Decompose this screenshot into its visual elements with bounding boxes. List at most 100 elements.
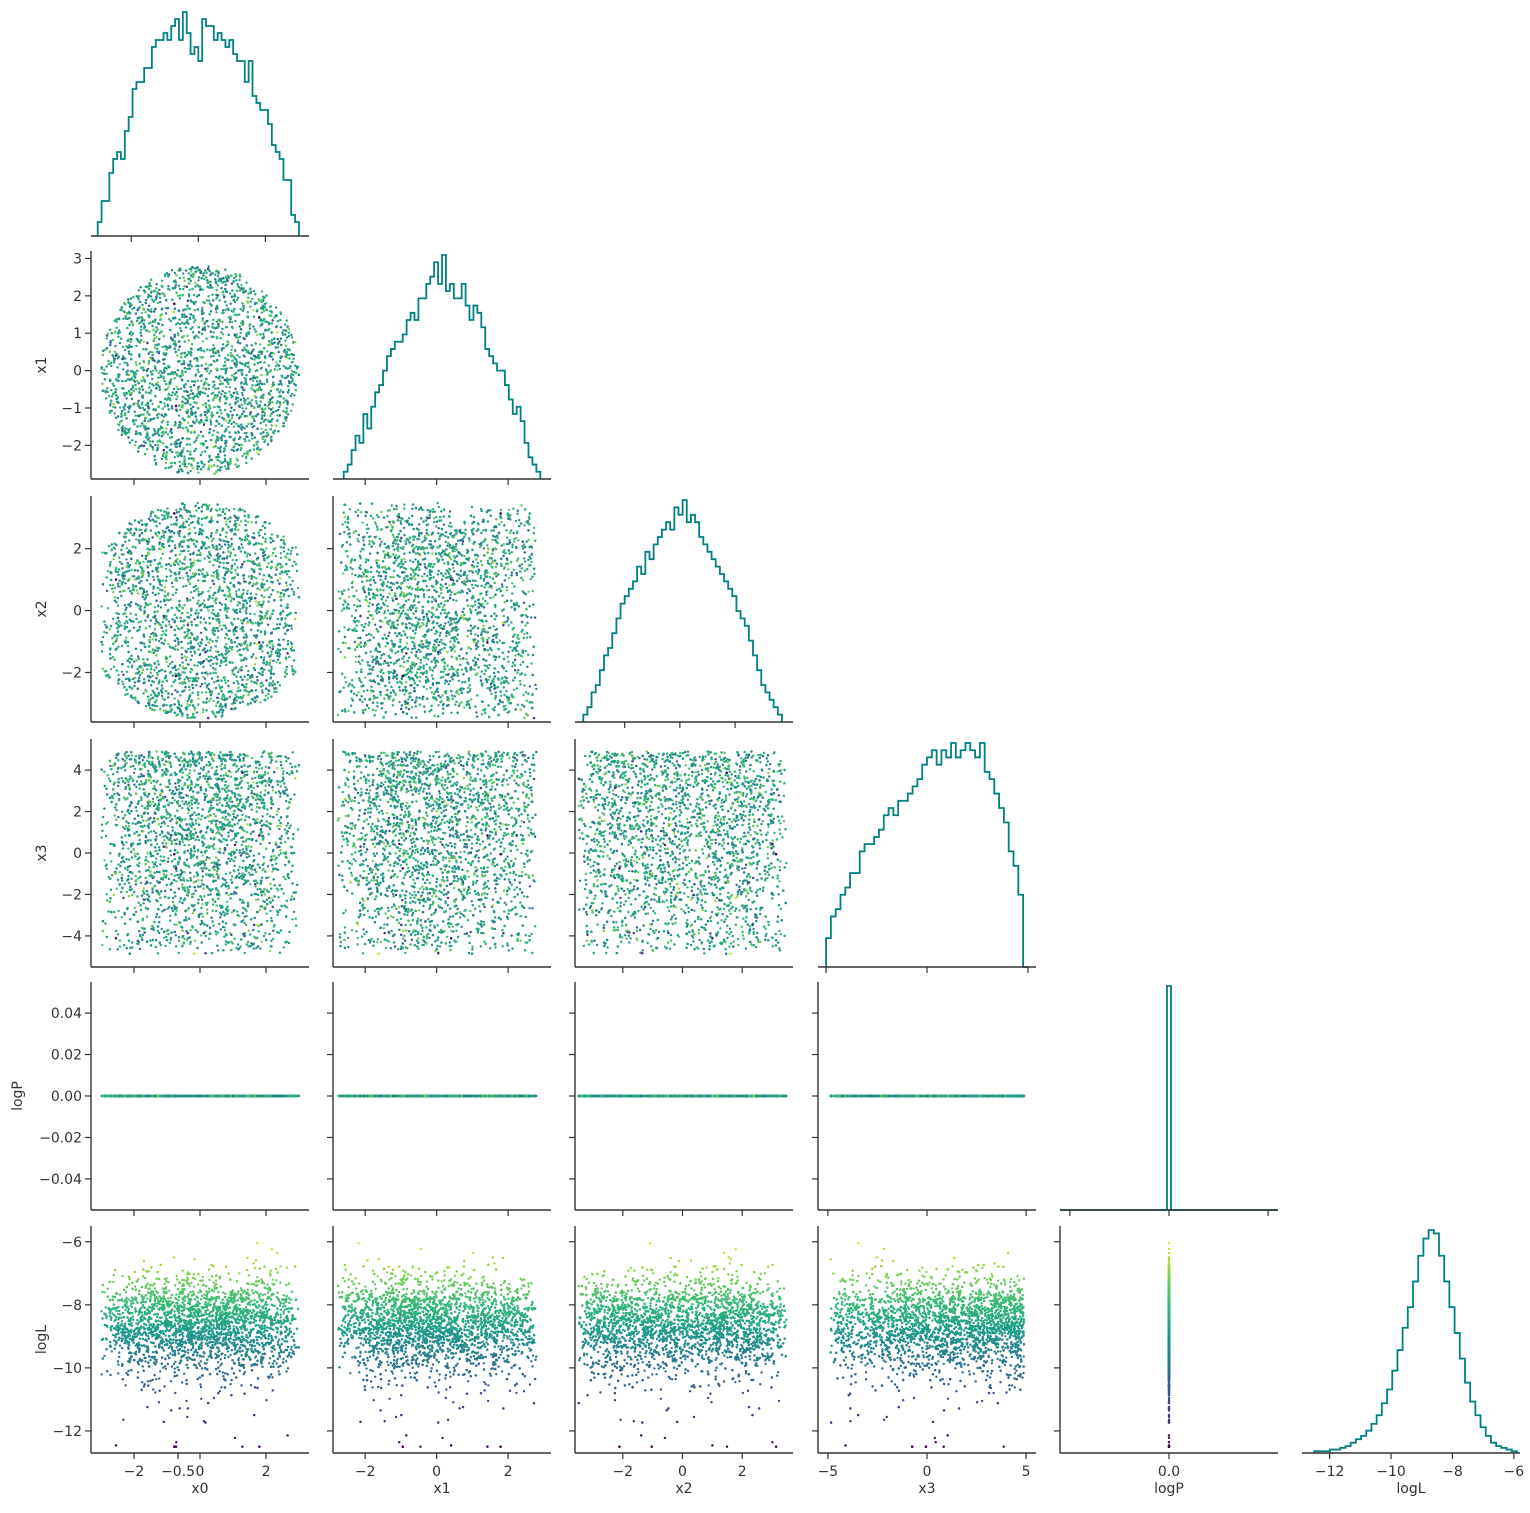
scatter-point	[174, 424, 176, 426]
scatter-point	[122, 346, 124, 348]
scatter-point	[184, 340, 186, 342]
scatter-point	[275, 361, 277, 363]
scatter-point	[150, 290, 152, 292]
scatter-point	[182, 396, 184, 398]
scatter-point	[225, 428, 227, 430]
scatter-point	[190, 351, 192, 353]
scatter-point	[235, 279, 237, 281]
scatter-point	[213, 361, 215, 363]
scatter-point	[262, 333, 264, 335]
scatter-point	[151, 351, 153, 353]
scatter-point	[241, 407, 243, 409]
scatter-point	[158, 338, 160, 340]
scatter-point	[109, 404, 111, 406]
scatter-point	[279, 319, 281, 321]
scatter-point	[229, 458, 231, 460]
scatter-point	[125, 315, 127, 317]
scatter-point	[247, 297, 249, 299]
scatter-point	[177, 295, 179, 297]
scatter-point	[251, 384, 253, 386]
histogram-x2	[583, 500, 782, 722]
scatter-point	[242, 323, 244, 325]
scatter-point	[256, 428, 258, 430]
scatter-point	[225, 392, 227, 394]
scatter-point	[268, 401, 270, 403]
scatter-point	[270, 369, 272, 371]
scatter-point	[286, 319, 288, 321]
scatter-point	[215, 311, 217, 313]
scatter-point	[109, 402, 111, 404]
scatter-point	[266, 379, 268, 381]
histogram-x0	[98, 12, 299, 236]
scatter-point	[195, 439, 197, 441]
x-axis-label-logL: logL	[1396, 1481, 1425, 1497]
scatter-point	[170, 428, 172, 430]
scatter-point	[268, 421, 270, 423]
scatter-point	[186, 438, 188, 440]
scatter-point	[212, 319, 214, 321]
scatter-point	[266, 309, 268, 311]
scatter-point	[190, 280, 192, 282]
scatter-point	[118, 424, 120, 426]
scatter-point	[149, 382, 151, 384]
scatter-point	[178, 285, 180, 287]
scatter-point	[248, 371, 250, 373]
scatter-point	[191, 326, 193, 328]
scatter-point	[110, 365, 112, 367]
scatter-point	[205, 337, 207, 339]
scatter-point	[112, 339, 114, 341]
scatter-point	[163, 335, 165, 337]
scatter-point	[235, 365, 237, 367]
scatter-point	[166, 454, 168, 456]
scatter-point	[132, 332, 134, 334]
scatter-point	[179, 323, 181, 325]
scatter-point	[277, 320, 279, 322]
scatter-point	[140, 329, 142, 331]
scatter-point	[209, 407, 211, 409]
scatter-point	[252, 415, 254, 417]
scatter-point	[261, 290, 263, 292]
scatter-point	[122, 318, 124, 320]
scatter-point	[176, 395, 178, 397]
scatter-point	[230, 349, 232, 351]
scatter-point	[264, 412, 266, 414]
scatter-point	[212, 344, 214, 346]
scatter-point	[174, 443, 176, 445]
scatter-point	[169, 379, 171, 381]
scatter-point	[174, 340, 176, 342]
scatter-point	[101, 383, 103, 385]
scatter-point	[278, 406, 280, 408]
scatter-point	[163, 452, 165, 454]
scatter-point	[115, 391, 117, 393]
scatter-point	[164, 405, 166, 407]
scatter-point	[111, 354, 113, 356]
scatter-point	[214, 278, 216, 280]
scatter-point	[220, 438, 222, 440]
scatter-point	[245, 456, 247, 458]
scatter-point	[119, 406, 121, 408]
scatter-point	[102, 350, 104, 352]
scatter-point	[231, 374, 233, 376]
scatter-point	[265, 424, 267, 426]
scatter-point	[285, 345, 287, 347]
scatter-point	[114, 351, 116, 353]
scatter-point	[151, 383, 153, 385]
scatter-point	[161, 280, 163, 282]
scatter-point	[202, 274, 204, 276]
scatter-point	[215, 289, 217, 291]
scatter-point	[124, 362, 126, 364]
scatter-point	[165, 427, 167, 429]
scatter-point	[286, 410, 288, 412]
scatter-point	[197, 380, 199, 382]
scatter-point	[121, 420, 123, 422]
scatter-point	[220, 466, 222, 468]
scatter-point	[253, 444, 255, 446]
scatter-point	[174, 421, 176, 423]
scatter-point	[221, 349, 223, 351]
scatter-point	[271, 322, 273, 324]
scatter-point	[182, 447, 184, 449]
scatter-point	[217, 275, 219, 277]
scatter-point	[135, 441, 137, 443]
scatter-point	[141, 403, 143, 405]
scatter-point	[228, 391, 230, 393]
